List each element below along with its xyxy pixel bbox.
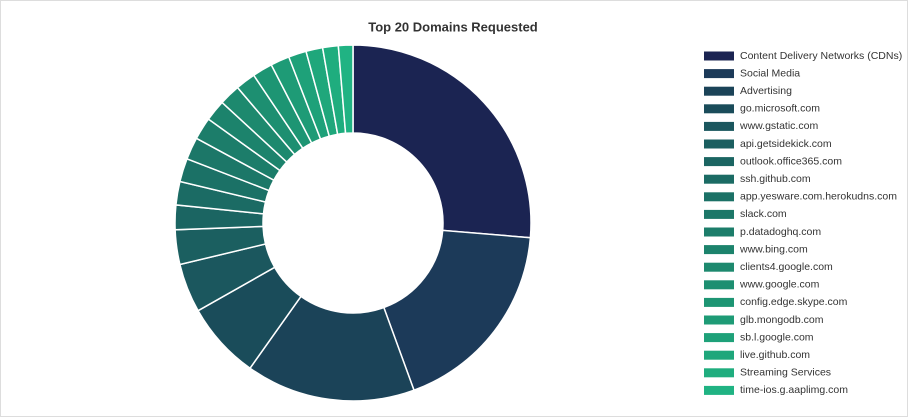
legend-label: go.microsoft.com — [740, 103, 820, 115]
legend-label: www.gstatic.com — [739, 120, 818, 132]
legend-swatch — [704, 51, 734, 61]
legend-swatch — [704, 139, 734, 149]
legend-swatch — [704, 209, 734, 219]
legend-label: Streaming Services — [740, 367, 831, 379]
legend-swatch — [704, 333, 734, 343]
legend-swatch — [704, 69, 734, 79]
legend-swatch — [704, 192, 734, 202]
legend-swatch — [704, 104, 734, 114]
legend-swatch — [704, 227, 734, 237]
legend-swatch — [704, 157, 734, 167]
chart-title: Top 20 Domains Requested — [368, 19, 538, 34]
legend-swatch — [704, 297, 734, 307]
legend-swatch — [704, 121, 734, 131]
legend-label: config.edge.skype.com — [740, 296, 848, 308]
legend-label: slack.com — [740, 208, 787, 220]
legend-label: p.datadoghq.com — [740, 226, 821, 238]
legend-swatch — [704, 86, 734, 96]
legend-label: Content Delivery Networks (CDNs) — [740, 50, 902, 62]
legend-swatch — [704, 315, 734, 325]
legend-label: glb.mongodb.com — [740, 314, 824, 326]
legend-swatch — [704, 262, 734, 272]
legend-label: Social Media — [740, 67, 800, 79]
legend-label: ssh.github.com — [740, 173, 811, 185]
legend-label: outlook.office365.com — [740, 155, 842, 167]
donut-slice — [352, 44, 532, 239]
legend-label: time-ios.g.aaplimg.com — [740, 384, 848, 396]
legend-label: api.getsidekick.com — [740, 138, 832, 150]
legend-label: clients4.google.com — [740, 261, 833, 273]
legend-swatch — [704, 174, 734, 184]
legend-swatch — [704, 245, 734, 255]
legend-swatch — [704, 350, 734, 360]
donut-slice — [337, 44, 354, 135]
legend-swatch — [704, 368, 734, 378]
legend-label: www.bing.com — [739, 243, 808, 255]
legend-label: www.google.com — [739, 279, 820, 291]
legend-swatch — [704, 385, 734, 395]
legend-label: app.yesware.com.herokudns.com — [740, 191, 897, 203]
legend-label: sb.l.google.com — [740, 331, 814, 343]
legend-swatch — [704, 280, 734, 290]
donut-slice — [382, 229, 532, 392]
legend-label: Advertising — [740, 85, 792, 97]
legend-label: live.github.com — [740, 349, 810, 361]
